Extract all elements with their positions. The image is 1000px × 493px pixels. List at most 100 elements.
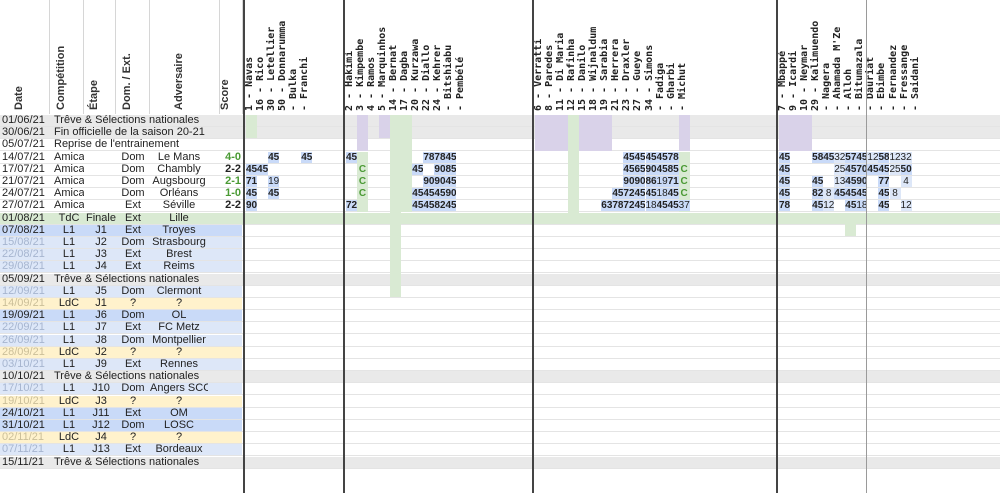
score-cell[interactable]: 1-0 [225,188,241,200]
etape-cell[interactable]: J6 [95,310,107,322]
minutes-cell[interactable]: 45 [656,151,668,163]
dom-ext-cell[interactable]: Ext [125,444,141,456]
minutes-cell[interactable]: 86 [645,176,657,187]
minutes-cell[interactable]: 82 [812,188,824,200]
dom-ext-cell[interactable]: ? [129,432,137,444]
minutes-cell[interactable]: 45 [845,188,857,200]
minutes-cell[interactable]: 45 [445,151,457,163]
dom-ext-cell[interactable]: Dom [121,188,145,200]
etape-cell[interactable]: Finale [86,212,116,224]
table-row[interactable]: 27/07/21 Amical Ext Séville 2-2 [0,200,1000,213]
minutes-cell[interactable]: 45 [667,200,679,212]
minutes-cell[interactable]: 71 [667,176,679,187]
table-row[interactable]: 02/11/21 LdC J4?? [0,432,1000,445]
score-cell[interactable]: 2-2 [225,200,241,212]
adversaire-cell[interactable]: ? [175,432,183,444]
etape-cell[interactable]: J10 [92,383,110,395]
date-cell[interactable]: 01/08/21 [2,212,45,224]
minutes-cell[interactable]: 12 [823,200,835,212]
table-row[interactable]: 01/06/21 Trêve & Sélections nationales [0,115,1000,127]
minutes-cell[interactable]: 58 [878,151,890,163]
adversaire-cell[interactable]: OL [171,310,187,322]
etape-cell[interactable]: J4 [95,261,107,273]
etape-cell[interactable]: J2 [95,346,107,358]
minutes-cell[interactable]: 45 [779,188,790,200]
competition-cell[interactable]: L1 [62,285,76,297]
minutes-cell[interactable]: 45 [434,188,446,200]
minutes-cell[interactable]: 72 [346,200,357,212]
table-row[interactable]: 22/09/21 L1 J7 Ext FC Metz [0,322,1000,335]
table-row[interactable]: 28/09/21 LdC J2?? [0,346,1000,359]
table-row[interactable]: 05/09/21 Trêve & Sélections nationales [0,273,1000,286]
minutes-cell[interactable]: 18 [856,200,868,212]
table-row[interactable]: 24/10/21 L1 J11 Ext OM [0,407,1000,420]
table-row[interactable]: 29/08/21 L1 J4 Ext Reims [0,261,1000,274]
date-cell[interactable]: 28/09/21 [2,346,45,358]
minutes-cell[interactable]: 32 [900,151,912,163]
score-cell[interactable] [220,225,241,236]
date-cell[interactable]: 24/10/21 [2,407,45,419]
etape-cell[interactable] [86,176,116,187]
table-row[interactable]: 03/10/21 L1 J9 Ext Rennes [0,359,1000,371]
adversaire-cell[interactable]: ? [175,395,183,407]
minutes-cell[interactable]: 45 [645,151,657,163]
date-cell[interactable]: 10/10/21 [2,371,45,383]
minutes-cell[interactable]: 45 [257,163,269,175]
minutes-cell[interactable]: 45 [445,176,457,187]
minutes-cell[interactable]: C [678,163,690,175]
etape-cell[interactable]: J13 [92,444,110,456]
minutes-cell[interactable]: 45 [834,188,846,200]
etape-cell[interactable] [86,152,116,163]
adversaire-cell[interactable]: Augsbourg [152,176,206,187]
adversaire-cell[interactable]: Angers SCO [150,383,208,395]
date-cell[interactable]: 24/07/21 [2,188,45,200]
adversaire-cell[interactable]: Séville [162,200,196,212]
etape-cell[interactable]: J7 [95,322,107,334]
minutes-cell[interactable]: 78 [423,151,435,163]
dom-ext-cell[interactable]: Ext [125,249,141,261]
dom-ext-cell[interactable]: Dom [121,334,145,346]
minutes-cell[interactable]: 77 [878,176,890,187]
date-cell[interactable]: 17/10/21 [2,383,45,395]
competition-cell[interactable]: L1 [62,444,76,456]
minutes-cell[interactable]: 45 [779,176,790,187]
minutes-cell[interactable]: 45 [812,200,824,212]
date-cell[interactable]: 19/10/21 [2,395,45,407]
minutes-cell[interactable]: 32 [834,151,846,163]
dom-ext-cell[interactable]: Ext [125,224,141,236]
table-row[interactable]: 14/07/21 Amical Dom Le Mans 4-0 [0,152,1000,164]
table-row[interactable]: 17/07/21 Amical Dom Chambly 2-2 [0,164,1000,176]
minutes-cell[interactable]: 45 [346,151,357,163]
header-player[interactable]: - Michut [677,0,690,114]
minutes-cell[interactable]: C [357,163,369,175]
adversaire-cell[interactable]: Montpellier [152,334,206,346]
minutes-cell[interactable]: 12 [867,151,879,163]
minutes-cell[interactable]: 45 [645,188,657,200]
minutes-cell[interactable]: 90 [423,176,435,187]
etape-cell[interactable] [86,188,116,199]
minutes-cell[interactable]: 45 [667,188,679,200]
header-etape[interactable]: Étape [84,0,116,114]
header-player[interactable]: - Pembélé [455,0,468,114]
minutes-cell[interactable]: 50 [900,163,912,175]
minutes-cell[interactable]: 45 [623,151,635,163]
table-row[interactable]: 26/09/21 L1 J8 Dom Montpellier [0,334,1000,347]
table-row[interactable]: 19/10/21 LdC J3?? [0,395,1000,408]
dom-ext-cell[interactable]: ? [129,395,137,407]
competition-cell[interactable]: L1 [62,310,76,322]
date-cell[interactable]: 22/08/21 [2,249,45,261]
minutes-cell[interactable]: 90 [434,163,446,175]
competition-cell[interactable]: LdC [58,432,80,444]
date-cell[interactable]: 02/11/21 [2,432,45,444]
date-cell[interactable]: 30/06/21 [2,127,45,139]
adversaire-cell[interactable]: LOSC [164,420,194,431]
minutes-cell[interactable]: 25 [889,163,901,175]
dom-ext-cell[interactable]: Dom [121,383,145,395]
minutes-cell[interactable]: 45 [656,163,668,175]
minutes-cell[interactable]: 18 [645,200,657,212]
dom-ext-cell[interactable]: Ext [125,359,141,370]
etape-cell[interactable] [86,164,116,175]
etape-cell[interactable]: J9 [95,359,107,370]
score-cell[interactable]: 2-2 [225,163,241,175]
minutes-cell[interactable]: 72 [623,200,635,212]
